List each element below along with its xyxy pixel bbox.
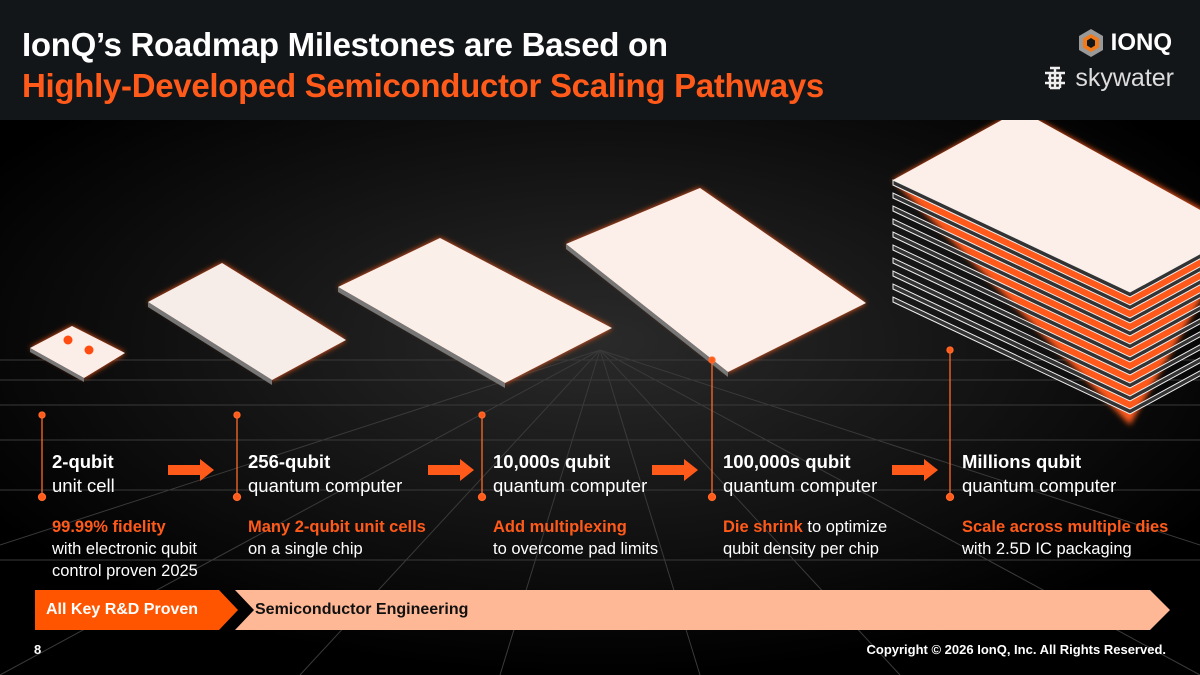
die-layer-edge: [892, 205, 1200, 324]
milestone-title: 256-qubit: [248, 451, 331, 472]
milestone-highlight: 99.99% fidelity: [52, 518, 166, 536]
chip-256-qubit: [148, 263, 346, 385]
milestone-desc: with 2.5D IC packaging: [962, 540, 1132, 558]
milestone-title: 2-qubit: [52, 451, 114, 472]
milestone-subtitle: quantum computer: [248, 475, 403, 496]
die-layer-edge: [892, 218, 1200, 337]
die-layer-edge: [892, 257, 1200, 376]
milestone-pins: [37, 346, 955, 502]
milestone-highlight: Add multiplexing: [493, 518, 627, 536]
milestone-millions-qubit: Millions qubit quantum computer Scale ac…: [962, 450, 1168, 560]
die-layer-edge: [892, 283, 1200, 402]
milestone-highlight: Die shrink: [723, 518, 803, 536]
die-layer-edge: [892, 270, 1200, 389]
milestone-256-qubit: 256-qubit quantum computer Many 2-qubit …: [248, 450, 426, 560]
skywater-icon: [1045, 66, 1066, 89]
die-layer-edge: [892, 192, 1200, 311]
milestone-desc: with electronic qubit: [52, 540, 197, 558]
milestone-10000s-qubit: 10,000s qubit quantum computer Add multi…: [493, 450, 658, 560]
milestone-title: 10,000s qubit: [493, 451, 611, 472]
header: IonQ’s Roadmap Milestones are Based on H…: [0, 0, 1200, 120]
phase-proven-label: All Key R&D Proven: [46, 601, 199, 618]
milestone-2-qubit: 2-qubit unit cell 99.99% fidelity with el…: [52, 450, 198, 582]
milestone-title: 100,000s qubit: [723, 451, 851, 472]
die-layer-edge: [892, 296, 1200, 415]
chip-illustration: [0, 120, 1200, 675]
milestone-highlight: Many 2-qubit unit cells: [248, 518, 426, 536]
milestone-desc: qubit density per chip: [723, 540, 879, 558]
milestone-subtitle: quantum computer: [493, 475, 648, 496]
milestone-title: Millions qubit: [962, 451, 1082, 472]
milestone-desc: on a single chip: [248, 540, 363, 558]
die-layer-edge: [892, 231, 1200, 350]
page-number: 8: [34, 642, 42, 657]
chip-100000s-qubit: [566, 188, 866, 377]
title-line-2: Highly-Developed Semiconductor Scaling P…: [22, 67, 824, 104]
phase-engineering-label: Semiconductor Engineering: [255, 601, 469, 618]
title-line-1: IonQ’s Roadmap Milestones are Based on: [22, 26, 668, 63]
arrow-right-icon: [652, 459, 698, 481]
arrow-right-icon: [428, 459, 474, 481]
chip-stack-millions: [892, 120, 1200, 425]
ionq-hexagon-icon: [1078, 29, 1103, 57]
milestone-desc: control proven 2025: [52, 562, 198, 580]
milestone-subtitle: quantum computer: [723, 475, 878, 496]
phase-bar: [35, 590, 1170, 630]
chip-2-qubit: [30, 326, 125, 382]
ionq-logo-text: IONQ: [1110, 29, 1172, 56]
milestone-desc: to optimize: [802, 518, 888, 536]
die-layer-edge: [892, 244, 1200, 363]
ionq-logo: IONQ: [1077, 28, 1172, 58]
die-top: [893, 120, 1200, 292]
copyright: Copyright © 2026 IonQ, Inc. All Rights R…: [866, 642, 1167, 657]
milestone-subtitle: quantum computer: [962, 475, 1117, 496]
milestone-highlight: Scale across multiple dies: [962, 518, 1169, 536]
skywater-logo: skywater: [1043, 64, 1174, 93]
skywater-logo-text: skywater: [1075, 64, 1174, 92]
milestone-subtitle: unit cell: [52, 475, 115, 496]
chip-10000s-qubit: [338, 238, 612, 388]
milestone-100000s-qubit: 100,000s qubit quantum computer Die shri…: [723, 450, 887, 560]
milestone-desc: to overcome pad limits: [493, 540, 659, 558]
arrow-right-icon: [168, 459, 214, 481]
arrow-right-icon: [892, 459, 938, 481]
